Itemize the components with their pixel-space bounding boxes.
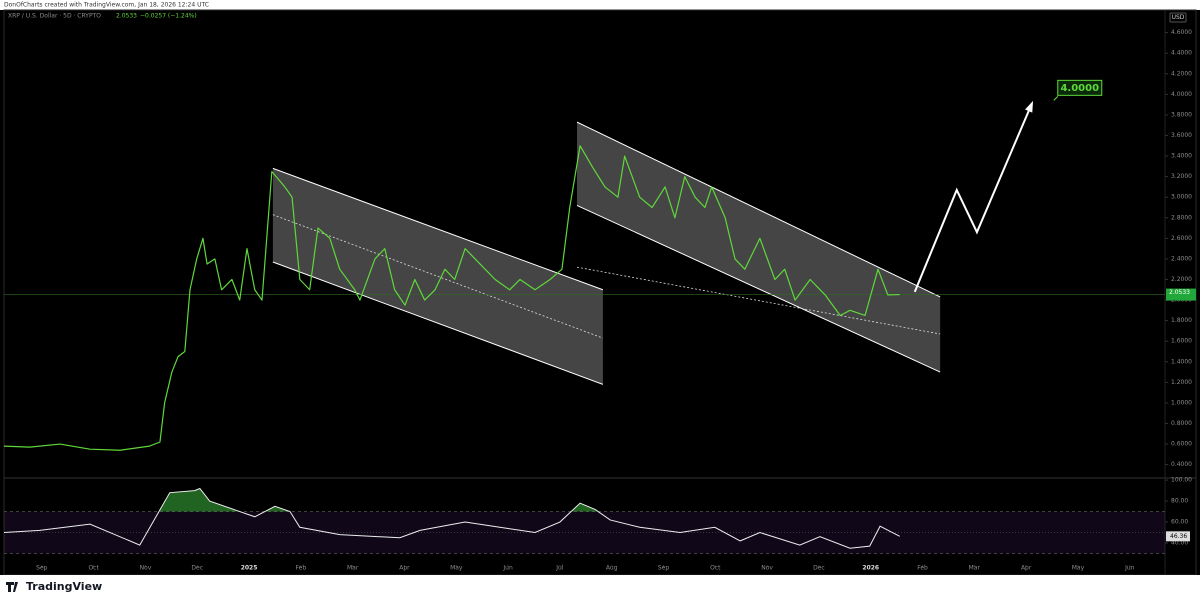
channel-fill [576, 122, 941, 373]
x-tick-label: Oct [88, 565, 99, 572]
y-tick-label: 2.4000 [1171, 255, 1192, 262]
channel-upper [576, 121, 941, 298]
target-box [1057, 79, 1103, 96]
y-tick-label: 1.6000 [1171, 338, 1192, 345]
x-tick-label: May [1072, 565, 1085, 572]
rsi-y-tick-label: 80.00 [1171, 498, 1188, 505]
price-label-box [1166, 288, 1196, 301]
x-tick-label: May [450, 565, 463, 572]
brand-bar [0, 575, 1200, 599]
x-tick-label: Oct [710, 565, 721, 572]
y-tick-label: 0.8000 [1171, 420, 1192, 427]
price-label: 2.0533 [1169, 289, 1190, 296]
y-tick-label: 4.6000 [1171, 29, 1192, 36]
x-tick-label: Nov [761, 565, 773, 572]
y-tick-label: 2.2000 [1171, 276, 1192, 283]
header-change: −0.0257 (−1.24%) [140, 13, 197, 20]
channel-middle [272, 214, 604, 339]
title: XRP / U.S. Dollar · 5D · CRYPTO [8, 13, 101, 20]
x-tick-label: Mar [969, 565, 981, 572]
x-tick-label: Dec [813, 565, 825, 572]
price-line-series [3, 145, 900, 451]
channel-middle [576, 266, 941, 335]
y-tick-label: 4.0000 [1171, 91, 1192, 98]
y-tick-label: 1.0000 [1171, 399, 1192, 406]
y-tick-label: 2.8000 [1171, 214, 1192, 221]
projection [913, 103, 1033, 293]
rsi-overbought-fill [4, 488, 900, 512]
x-tick-label: Feb [917, 565, 928, 572]
rsi-y-tick-label: 60.00 [1171, 519, 1188, 526]
channel-lower [576, 204, 941, 373]
x-tick-label: Nov [140, 565, 152, 572]
y-tick-label: 4.2000 [1171, 70, 1192, 77]
x-tick-label: Mar [347, 565, 359, 572]
y-tick-label: 1.4000 [1171, 358, 1192, 365]
x-tick-label: Dec [191, 565, 203, 572]
projection-head [1025, 100, 1034, 113]
y-tick-label: 3.8000 [1171, 111, 1192, 118]
x-tick-label: Sep [658, 565, 670, 572]
y-tick-label: 3.0000 [1171, 194, 1192, 201]
currency-box [1169, 12, 1187, 23]
credit: DonOfCharts created with TradingView.com… [4, 2, 209, 9]
x-tick-label: 2026 [862, 565, 879, 572]
x-tick-label: Apr [1021, 565, 1032, 572]
target-label: 4.0000 [1060, 83, 1099, 94]
x-tick-label: Sep [36, 565, 48, 572]
brand: TradingView [26, 580, 102, 593]
rsi-label-box [1166, 531, 1190, 542]
x-tick-label: Jun [502, 565, 513, 572]
target-pointer [1053, 95, 1059, 101]
currency: USD [1172, 14, 1185, 21]
rsi-y-tick-label: 100.00 [1171, 477, 1192, 484]
x-tick-label: Jun [1124, 565, 1135, 572]
y-tick-label: 3.4000 [1171, 153, 1192, 160]
rsi-y-tick-label: 40.00 [1171, 539, 1188, 546]
y-tick-label: 3.6000 [1171, 132, 1192, 139]
rsi-band [4, 511, 1165, 554]
y-tick-label: 3.2000 [1171, 173, 1192, 180]
channel-lower [272, 261, 604, 385]
x-tick-label: Apr [399, 565, 410, 572]
channel-upper [272, 167, 604, 291]
rsi-line [3, 487, 900, 549]
x-tick-label: Aug [606, 565, 618, 572]
y-tick-label: 1.2000 [1171, 379, 1192, 386]
brand-logo [6, 582, 18, 592]
x-tick-label: Jul [555, 565, 564, 572]
rsi-label: 46.36 [1170, 533, 1187, 540]
credit-bar [0, 0, 1200, 10]
y-tick-label: 0.4000 [1171, 461, 1192, 468]
y-tick-label: 1.8000 [1171, 317, 1192, 324]
header-price: 2.0533 [116, 13, 137, 20]
y-tick-label: 4.4000 [1171, 50, 1192, 57]
y-tick-label: 0.6000 [1171, 441, 1192, 448]
x-tick-label: 2025 [241, 565, 258, 572]
y-tick-label: 2.6000 [1171, 235, 1192, 242]
x-tick-label: Feb [296, 565, 307, 572]
